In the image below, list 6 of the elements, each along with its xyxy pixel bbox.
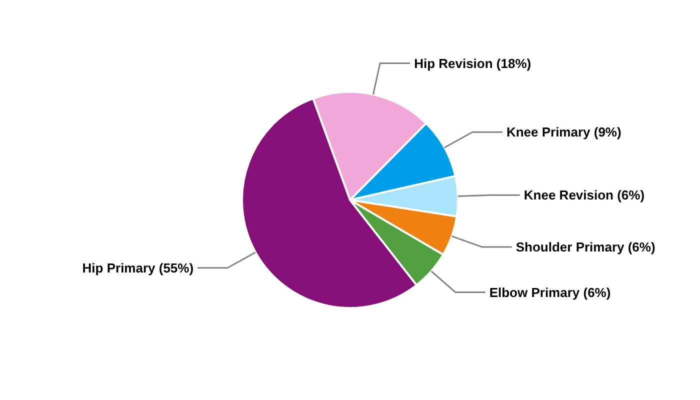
slice-label: Knee Primary (9%) xyxy=(506,124,622,140)
slice-label: Elbow Primary (6%) xyxy=(489,284,611,300)
slice-label: Hip Revision (18%) xyxy=(414,56,532,71)
slice-label: Shoulder Primary (6%) xyxy=(516,240,656,255)
slice-label: Knee Revision (6%) xyxy=(524,188,645,203)
slice-label: Hip Primary (55%) xyxy=(82,260,194,276)
